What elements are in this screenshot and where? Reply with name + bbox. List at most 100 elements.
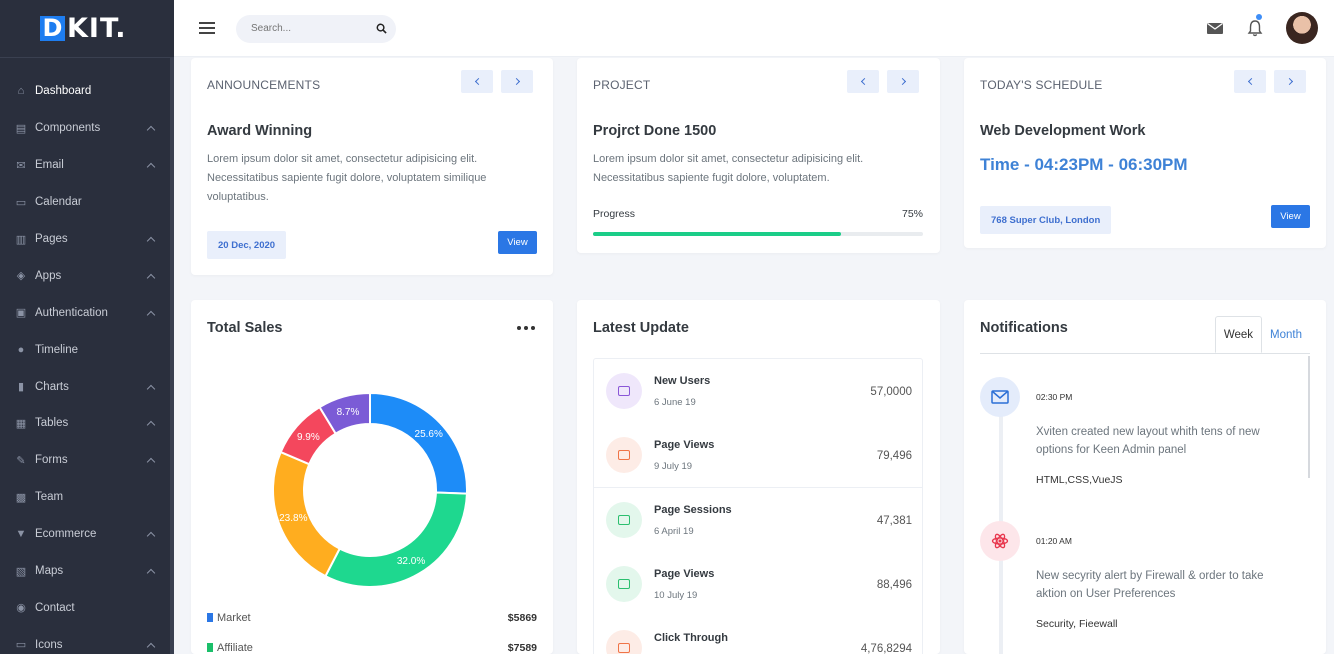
atom-icon [991, 533, 1009, 549]
search-input[interactable] [251, 23, 371, 34]
chevron-up-icon [146, 310, 156, 320]
notification-dot [1256, 14, 1262, 20]
chevron-left-icon [860, 77, 868, 86]
section-title: Total Sales [207, 320, 283, 336]
sidebar-item-team[interactable]: ▩ Team [0, 479, 174, 516]
update-date: 9 July 19 [654, 461, 693, 473]
notification-tags: Security, Fieewall [1036, 618, 1118, 630]
card-title: Projrct Done 1500 [593, 123, 717, 139]
sidebar-item-label: Pages [35, 233, 68, 245]
update-name: New Users [654, 375, 711, 387]
next-button[interactable] [1274, 70, 1306, 93]
search-icon[interactable] [376, 23, 387, 34]
slice-label: 8.7% [337, 407, 360, 418]
sidebar-item-label: Tables [35, 417, 69, 430]
sidebar-item-label: Charts [35, 380, 69, 393]
user-avatar[interactable] [1286, 12, 1318, 44]
sidebar-item-label: Team [35, 491, 64, 504]
tab-week[interactable]: Week [1214, 316, 1263, 353]
update-date: 10 July 19 [654, 589, 698, 601]
sidebar-item-tables[interactable]: ▦ Tables [0, 405, 174, 442]
donut-slice[interactable] [324, 491, 468, 588]
sidebar-item-timeline[interactable]: ● Timeline [0, 331, 174, 368]
next-button[interactable] [501, 70, 533, 93]
card-title: Award Winning [207, 123, 313, 139]
chevron-up-icon [146, 162, 156, 172]
update-value: 47,381 [876, 515, 912, 528]
mail-icon[interactable] [1205, 18, 1225, 38]
id-card-icon: ▩ [15, 491, 27, 504]
notifications-card: Notifications Week Month 02:30 PM Xviten… [964, 300, 1326, 654]
tab-month[interactable]: Month [1270, 328, 1302, 341]
list-item[interactable]: Click Through 4,76,8294 [594, 616, 922, 654]
sidebar-item-label: Ecommerce [35, 528, 97, 541]
more-options-icon[interactable] [517, 326, 535, 330]
sidebar-item-components[interactable]: ▤ Components [0, 110, 174, 147]
layers-icon: ▤ [15, 122, 27, 135]
donut-slice[interactable] [318, 391, 371, 435]
sidebar-item-maps[interactable]: ▧ Maps [0, 553, 174, 590]
progress-fill [593, 232, 841, 236]
sidebar: D KIT. ⌂ Dashboard ▤ Components ✉ Email ▭ Calen… [0, 0, 174, 654]
app-logo[interactable]: D KIT. [0, 0, 174, 57]
schedule-card: TODAY'S SCHEDULE Web Development Work Ti… [964, 58, 1326, 248]
sidebar-item-ecommerce[interactable]: ▼ Ecommerce [0, 516, 174, 553]
prev-button[interactable] [1234, 70, 1266, 93]
update-name: Page Sessions [654, 504, 732, 517]
lock-icon: ▣ [15, 307, 27, 320]
announcements-card: ANNOUNCEMENTS Award Winning Lorem ipsum … [191, 58, 553, 275]
sidebar-item-email[interactable]: ✉ Email [0, 147, 174, 184]
view-button[interactable]: View [1271, 205, 1310, 228]
prev-button[interactable] [847, 70, 879, 93]
sidebar-item-charts[interactable]: ▮ Charts [0, 368, 174, 405]
notification-tags: HTML,CSS,VueJS [1036, 474, 1123, 486]
edit-icon: ✎ [16, 454, 26, 467]
sidebar-item-pages[interactable]: ▥ Pages [0, 221, 174, 258]
sidebar-item-contact[interactable]: ◉ Contact [0, 589, 174, 626]
sidebar-item-label: Email [35, 159, 64, 172]
card-text: Lorem ipsum dolor sit amet, consectetur … [207, 153, 487, 203]
box-icon [618, 642, 630, 653]
bell-icon[interactable] [1245, 18, 1265, 38]
card-text: Lorem ipsum dolor sit amet, consectetur … [593, 153, 864, 184]
next-button[interactable] [887, 70, 919, 93]
table-icon: ▦ [15, 417, 27, 430]
sidebar-item-apps[interactable]: ◈ Apps [0, 257, 174, 294]
donut-slice[interactable] [369, 391, 468, 495]
schedule-time: Time - 04:23PM - 06:30PM [980, 155, 1188, 174]
sidebar-item-icons[interactable]: ▭ Icons [0, 626, 174, 654]
update-icon [606, 502, 642, 539]
notification-icon [980, 521, 1020, 561]
slice-label: 23.8% [279, 513, 307, 524]
sidebar-item-forms[interactable]: ✎ Forms [0, 442, 174, 479]
list-item[interactable]: New Users 6 June 19 57,0000 [594, 359, 922, 423]
sidebar-item-label: Icons [35, 638, 63, 651]
box-icon [618, 450, 630, 461]
sidebar-item-label: Maps [35, 565, 64, 578]
list-item[interactable]: Page Views 10 July 19 88,496 [594, 552, 922, 616]
sidebar-scrollbar[interactable] [170, 57, 174, 654]
menu-toggle-icon[interactable] [199, 22, 215, 34]
legend-name: Affiliate [217, 642, 253, 654]
list-item[interactable]: Page Sessions 6 April 19 47,381 [594, 487, 922, 551]
view-button[interactable]: View [498, 231, 537, 254]
update-value: 57,0000 [870, 386, 912, 398]
progress-bar [593, 232, 923, 236]
prev-button[interactable] [461, 70, 493, 93]
sidebar-item-calendar[interactable]: ▭ Calendar [0, 184, 174, 221]
logo-text: KIT. [67, 13, 127, 44]
project-card: PROJECT Projrct Done 1500 Lorem ipsum do… [577, 58, 940, 253]
section-title: Notifications [980, 320, 1068, 336]
chevron-right-icon [1285, 77, 1293, 86]
notifications-scrollbar[interactable] [1308, 356, 1310, 478]
sidebar-item-authentication[interactable]: ▣ Authentication [0, 294, 174, 331]
legend-row: Affiliate $7589 [207, 642, 537, 654]
card-heading: PROJECT [593, 78, 651, 92]
chevron-up-icon [146, 458, 156, 467]
chevron-left-icon [474, 77, 482, 86]
sidebar-item-dashboard[interactable]: ⌂ Dashboard [0, 73, 174, 110]
notification-time: 01:20 AM [1036, 536, 1072, 546]
legend-value: $5869 [507, 612, 537, 624]
chevron-left-icon [1247, 77, 1255, 86]
list-item[interactable]: Page Views 9 July 19 79,496 [594, 423, 922, 487]
